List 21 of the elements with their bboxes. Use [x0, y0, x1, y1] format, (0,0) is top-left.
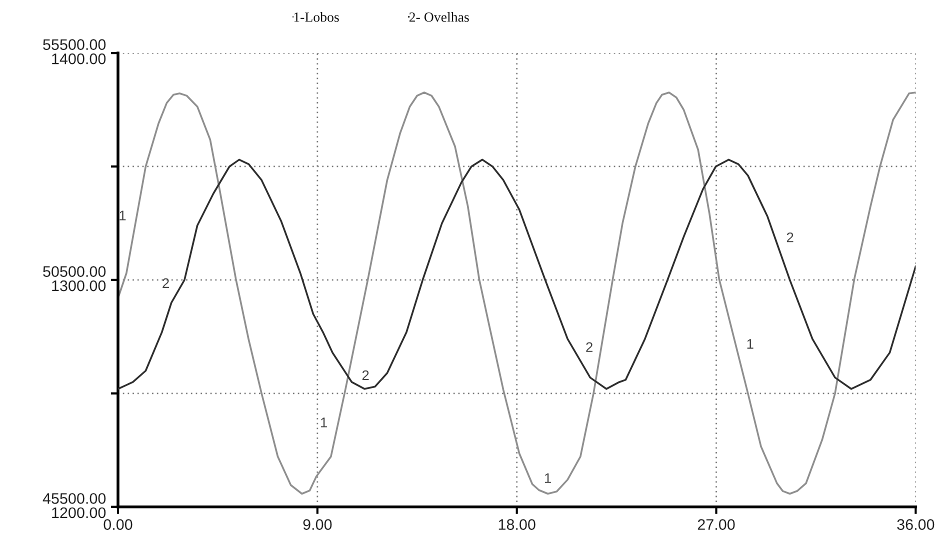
- annotation: 1: [747, 339, 754, 349]
- y-tick-label: 45500.00: [42, 493, 106, 504]
- annotation: 1: [544, 473, 551, 483]
- y2-tick-label: 1200.00: [52, 507, 106, 518]
- x-tick-label: 36.00: [897, 519, 934, 530]
- x-tick-label: 18.00: [498, 519, 536, 530]
- legend-label: 1-Lobos: [294, 12, 339, 22]
- y-tick-label: 55500.00: [43, 39, 106, 50]
- y-tick-label: 50500.00: [43, 266, 106, 277]
- annotation: 1: [320, 418, 327, 428]
- y2-tick-label: 1400.00: [52, 53, 106, 64]
- annotation: 2: [786, 232, 794, 242]
- legend-label: 2- Ovelhas: [409, 12, 469, 22]
- annotation: 2: [162, 278, 169, 288]
- annotation: 1: [120, 210, 126, 220]
- annotation: 2: [362, 370, 369, 380]
- x-tick-label: 27.00: [698, 519, 735, 530]
- x-tick-label: 9.00: [303, 519, 332, 530]
- annotation: 2: [586, 342, 592, 352]
- x-tick-label: 0.00: [104, 519, 132, 530]
- y2-tick-label: 1300.00: [52, 280, 106, 292]
